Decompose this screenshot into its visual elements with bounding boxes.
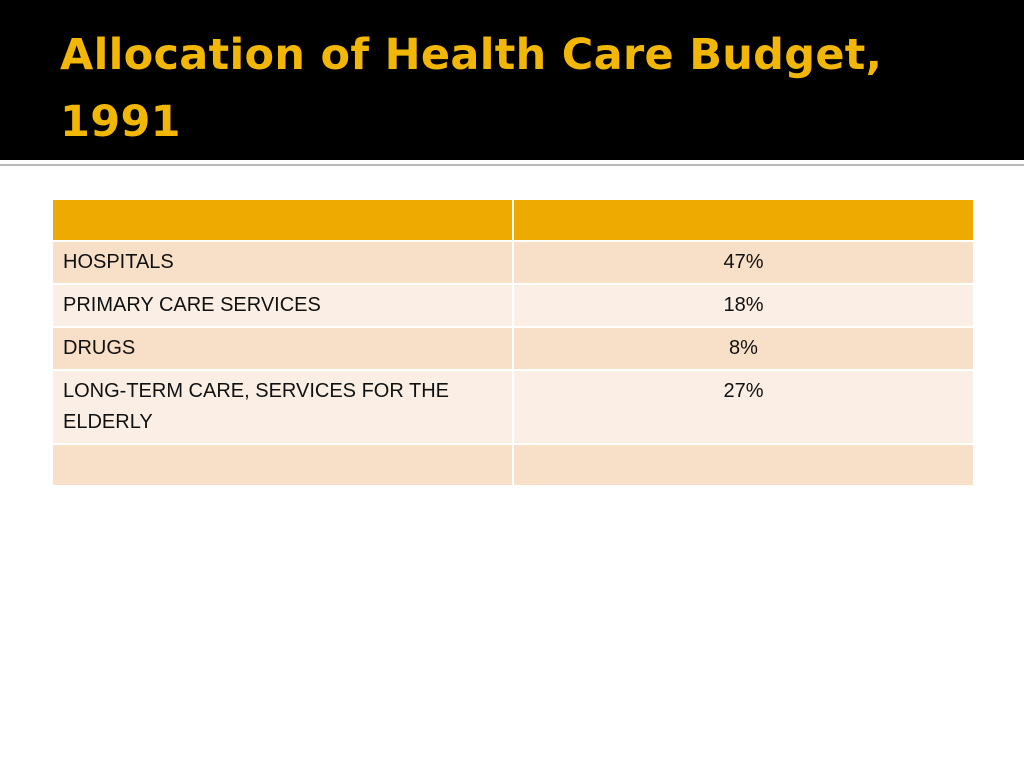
table-row: LONG-TERM CARE, SERVICES FOR THE ELDERLY… — [51, 369, 975, 445]
table-row: DRUGS 8% — [51, 326, 975, 371]
row-value: 27% — [512, 369, 975, 445]
row-value: 8% — [512, 326, 975, 371]
row-value — [512, 443, 975, 487]
table-row — [51, 443, 975, 487]
header-cell-value — [512, 198, 975, 242]
row-category: HOSPITALS — [51, 240, 514, 285]
title-divider — [0, 164, 1024, 166]
row-category — [51, 443, 514, 487]
title-band: Allocation of Health Care Budget, 1991 — [0, 0, 1024, 160]
table-header-row — [51, 198, 975, 242]
row-value: 18% — [512, 283, 975, 328]
table-row: PRIMARY CARE SERVICES 18% — [51, 283, 975, 328]
budget-table: HOSPITALS 47% PRIMARY CARE SERVICES 18% … — [51, 198, 975, 487]
table-row: HOSPITALS 47% — [51, 240, 975, 285]
row-category: DRUGS — [51, 326, 514, 371]
row-category: PRIMARY CARE SERVICES — [51, 283, 514, 328]
row-value: 47% — [512, 240, 975, 285]
row-category: LONG-TERM CARE, SERVICES FOR THE ELDERLY — [51, 369, 514, 445]
header-cell-category — [51, 198, 514, 242]
slide-title: Allocation of Health Care Budget, 1991 — [60, 30, 883, 147]
